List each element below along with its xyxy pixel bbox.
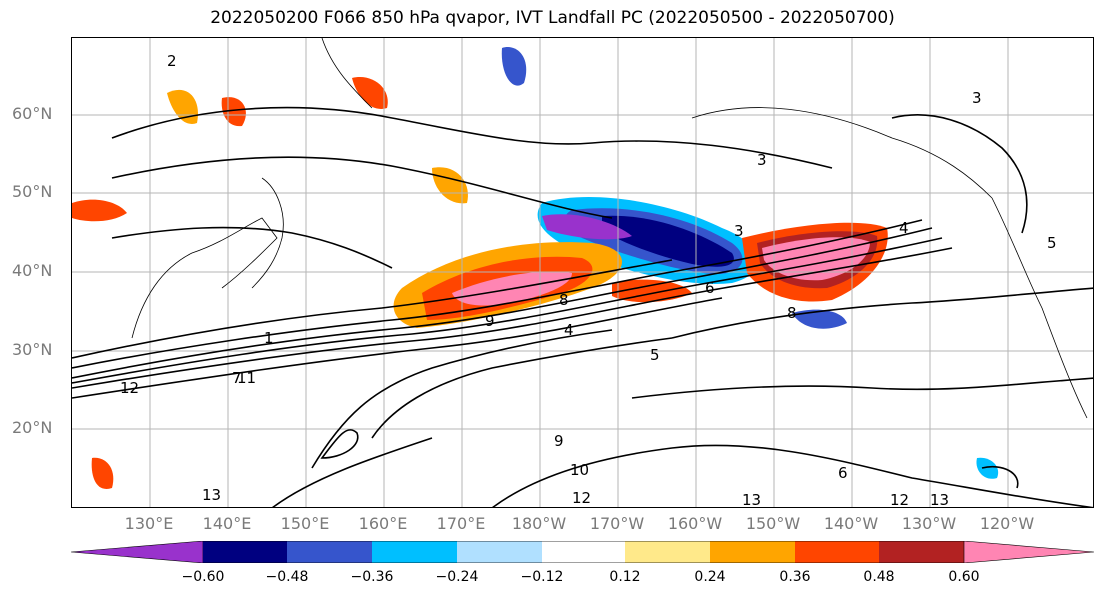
contour-label: 5: [1047, 234, 1057, 252]
contour-label: 7: [232, 369, 242, 387]
colorbar-segment: [372, 541, 457, 563]
contour-label: 3: [734, 222, 744, 240]
colorbar-segment: [287, 541, 372, 563]
colorbar-tick: −0.60: [181, 569, 225, 585]
lon-label-120w: 120°W: [979, 514, 1035, 533]
gridlines: [72, 38, 1093, 507]
lat-label-40n: 40°N: [12, 261, 53, 280]
colorbar-segment: [203, 541, 287, 563]
lon-label-180w: 180°W: [511, 514, 567, 533]
colorbar-extend-high: [963, 541, 1094, 563]
colorbar-tick: −0.48: [265, 569, 309, 585]
lat-label-20n: 20°N: [12, 418, 53, 437]
colorbar-segment: [795, 541, 879, 563]
lon-label-130e: 130°E: [124, 514, 174, 533]
lat-label-30n: 30°N: [12, 340, 53, 359]
colorbar: [71, 541, 1094, 563]
lon-label-170e: 170°E: [436, 514, 486, 533]
lat-label-50n: 50°N: [12, 182, 53, 201]
map-panel: 1 2 3 3 3 4 4 5 5 6 6 7 8 8 9 9 10 11 12…: [71, 37, 1094, 508]
contour-label: 13: [930, 491, 949, 508]
colorbar-tick: −0.12: [520, 569, 564, 585]
colorbar-tick: 0.48: [863, 569, 895, 585]
lon-label-150e: 150°E: [280, 514, 330, 533]
coastlines: [131, 38, 1088, 419]
contour-label: 9: [554, 432, 564, 450]
figure-title: 2022050200 F066 850 hPa qvapor, IVT Land…: [210, 8, 895, 28]
contour-label: 12: [890, 491, 909, 508]
contour-lines: [72, 106, 1093, 507]
contour-label: 12: [120, 379, 139, 397]
contour-label: 8: [559, 291, 569, 309]
colorbar-tick: −0.36: [350, 569, 394, 585]
lon-label-160w: 160°W: [667, 514, 723, 533]
colorbar-segment: [457, 541, 542, 563]
contour-label: 10: [570, 461, 589, 479]
contour-label: 3: [757, 151, 767, 169]
contour-label: 8: [787, 304, 797, 322]
contour-label: 6: [838, 464, 848, 482]
colorbar-segment: [542, 541, 625, 563]
contour-label: 1: [264, 329, 274, 347]
contour-label: 12: [572, 489, 591, 507]
lon-label-150w: 150°W: [745, 514, 801, 533]
colorbar-segment: [710, 541, 795, 563]
contour-label: 2: [167, 52, 177, 70]
contour-label: 6: [705, 279, 715, 297]
colorbar-tick: 0.24: [694, 569, 726, 585]
colorbar-segment: [625, 541, 710, 563]
map-canvas: 1 2 3 3 3 4 4 5 5 6 6 7 8 8 9 9 10 11 12…: [72, 38, 1093, 508]
lat-label-60n: 60°N: [12, 104, 53, 123]
contour-label: 4: [899, 219, 909, 237]
contour-label: 3: [972, 89, 982, 107]
colorbar-extend-low: [71, 541, 204, 563]
lon-label-130w: 130°W: [901, 514, 957, 533]
contour-label: 11: [237, 369, 256, 387]
lon-label-160e: 160°E: [358, 514, 408, 533]
contour-label: 13: [742, 491, 761, 508]
contour-label: 9: [485, 312, 495, 330]
lon-label-140w: 140°W: [823, 514, 879, 533]
lon-label-170w: 170°W: [589, 514, 645, 533]
contour-label: 5: [650, 346, 660, 364]
colorbar-tick: −0.24: [435, 569, 479, 585]
lon-label-140e: 140°E: [202, 514, 252, 533]
colorbar-tick: 0.60: [948, 569, 980, 585]
colorbar-segment: [879, 541, 964, 563]
contour-label: 4: [564, 321, 574, 339]
contour-label: 13: [202, 486, 221, 504]
colorbar-tick: 0.36: [779, 569, 811, 585]
colorbar-tick: 0.12: [609, 569, 641, 585]
